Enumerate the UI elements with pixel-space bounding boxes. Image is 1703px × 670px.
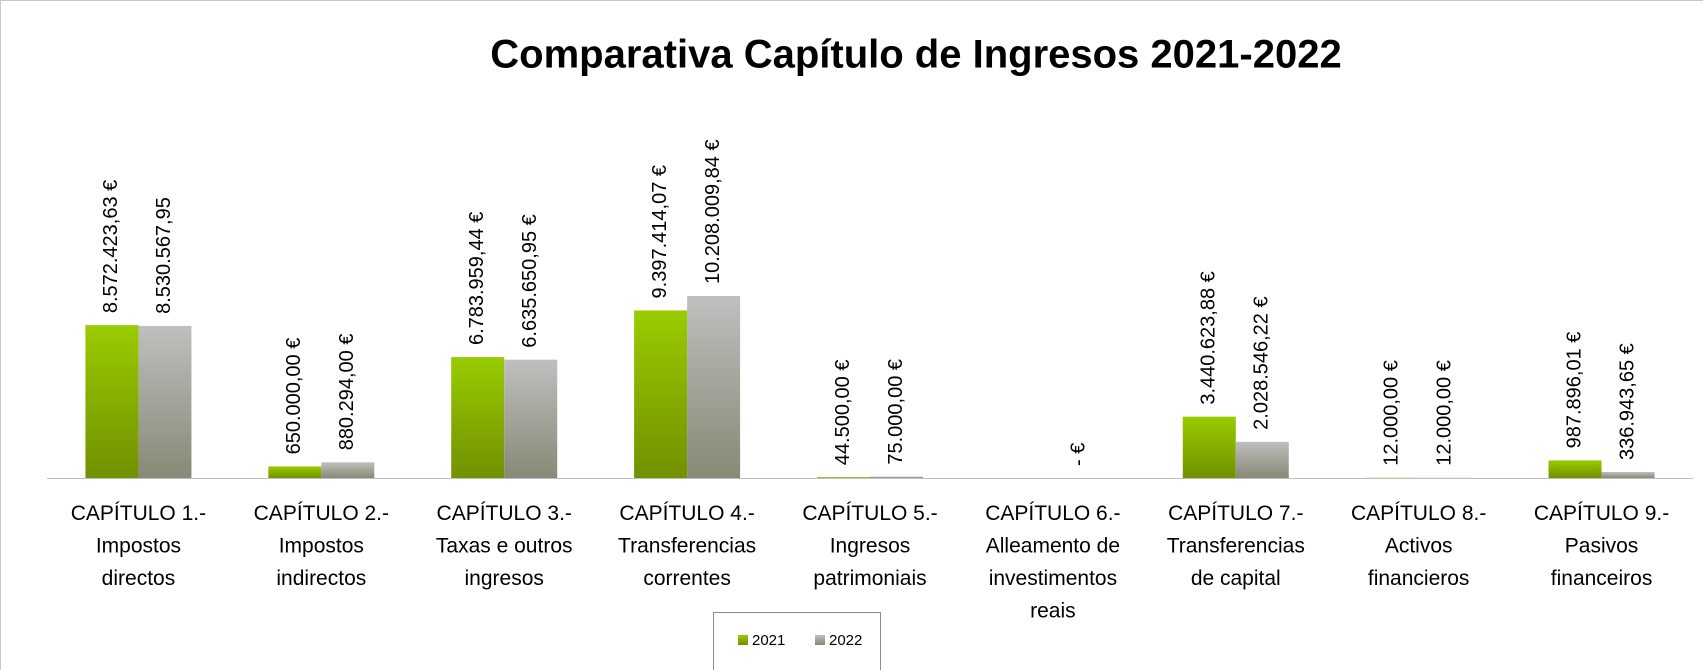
x-tick-label-line: directos: [102, 567, 176, 590]
value-label: 12.000,00 €: [1380, 360, 1402, 466]
bar: [1548, 460, 1602, 478]
x-tick-label-line: de capital: [1191, 567, 1281, 590]
x-tick-label-line: Impostos: [96, 534, 181, 557]
x-tick-label-line: indirectos: [276, 567, 366, 590]
x-tick-label-line: Activos: [1385, 534, 1453, 557]
value-label: 9.397.414,07 €: [649, 165, 671, 298]
value-label: - €: [1068, 443, 1090, 466]
value-label: 6.635.650,95 €: [519, 214, 541, 347]
value-label: 2.028.546,22 €: [1251, 296, 1273, 429]
x-tick-label: CAPÍTULO 4.- Transferencias correntes: [618, 502, 756, 590]
x-tick-label: CAPÍTULO 5.- Ingresos patrimoniais: [802, 502, 937, 590]
x-tick-label: CAPÍTULO 8.- Activos financieros: [1351, 502, 1486, 590]
bar: [451, 357, 505, 478]
legend-label: 2021: [752, 632, 785, 649]
x-tick-label-line: Taxas e outros: [436, 534, 573, 557]
bar: [268, 466, 322, 478]
value-label: 75.000,00 €: [885, 359, 907, 465]
value-label: 3.440.623,88 €: [1198, 271, 1220, 404]
x-tick-label-line: CAPÍTULO 4.-: [619, 502, 754, 525]
bar: [870, 476, 923, 478]
x-tick-label-line: Ingresos: [830, 534, 911, 557]
bar: [85, 325, 139, 478]
chart-title: Comparativa Capítulo de Ingresos 2021-20…: [490, 33, 1341, 77]
legend-swatch: [815, 635, 825, 645]
value-label: 8.572.423,63 €: [100, 180, 122, 313]
bar: [687, 296, 741, 478]
x-tick-label-line: CAPÍTULO 3.-: [437, 502, 572, 525]
x-tick-label: CAPÍTULO 3.- Taxas e outros ingresos: [436, 502, 573, 590]
legend-swatch: [738, 635, 748, 645]
x-tick-label-line: CAPÍTULO 9.-: [1534, 502, 1669, 525]
bar: [817, 477, 870, 478]
x-tick-label-line: CAPÍTULO 8.-: [1351, 502, 1486, 525]
x-tick-label: CAPÍTULO 1.- Impostos directos: [71, 502, 206, 590]
x-tick-label-line: financeiros: [1551, 567, 1653, 590]
value-label: 12.000,00 €: [1433, 360, 1455, 466]
x-tick-label: CAPÍTULO 7.- Transferencias de capital: [1167, 502, 1305, 590]
value-label: 6.783.959,44 €: [466, 212, 488, 345]
value-label: 880.294,00 €: [336, 334, 358, 451]
x-tick-label-line: Pasivos: [1565, 534, 1639, 557]
bar: [1601, 471, 1655, 478]
x-tick-label-line: reais: [1030, 599, 1076, 622]
value-label: 10.208.009,84 €: [702, 139, 724, 284]
value-label: 44.500,00 €: [832, 360, 854, 466]
x-tick-label-line: CAPÍTULO 1.-: [71, 502, 206, 525]
x-tick-label-line: CAPÍTULO 6.-: [985, 502, 1120, 525]
bar: [1235, 441, 1289, 478]
x-tick-label-line: Transferencias: [1167, 534, 1305, 557]
x-tick-label-line: CAPÍTULO 2.-: [254, 502, 389, 525]
x-tick-label-line: CAPÍTULO 7.-: [1168, 502, 1303, 525]
bar: [504, 359, 558, 478]
x-tick-label: CAPÍTULO 6.- Alleamento de investimentos re…: [985, 502, 1120, 623]
x-tick-label-line: Impostos: [279, 534, 364, 557]
x-tick-label-line: patrimoniais: [813, 567, 926, 590]
x-tick-label-line: Alleamento de: [986, 534, 1120, 557]
x-tick-label: CAPÍTULO 2.- Impostos indirectos: [254, 502, 389, 590]
bar: [1182, 416, 1236, 478]
value-label: 8.530.567,95: [153, 197, 175, 314]
x-tick-label-line: Transferencias: [618, 534, 756, 557]
bar: [634, 310, 688, 478]
legend-label: 2022: [829, 632, 862, 649]
bar: [321, 462, 375, 478]
x-tick-label-line: ingresos: [465, 567, 544, 590]
value-label: 987.896,01 €: [1563, 332, 1585, 449]
x-tick-label-line: CAPÍTULO 5.-: [802, 502, 937, 525]
value-label: 650.000,00 €: [283, 338, 305, 455]
x-tick-label: CAPÍTULO 9.- Pasivos financeiros: [1534, 502, 1669, 590]
x-tick-label-line: investimentos: [989, 567, 1117, 590]
x-tick-label-line: financieros: [1368, 567, 1470, 590]
x-tick-label-line: correntes: [643, 567, 731, 590]
bar: [138, 325, 192, 478]
value-label: 336.943,65 €: [1616, 343, 1638, 460]
